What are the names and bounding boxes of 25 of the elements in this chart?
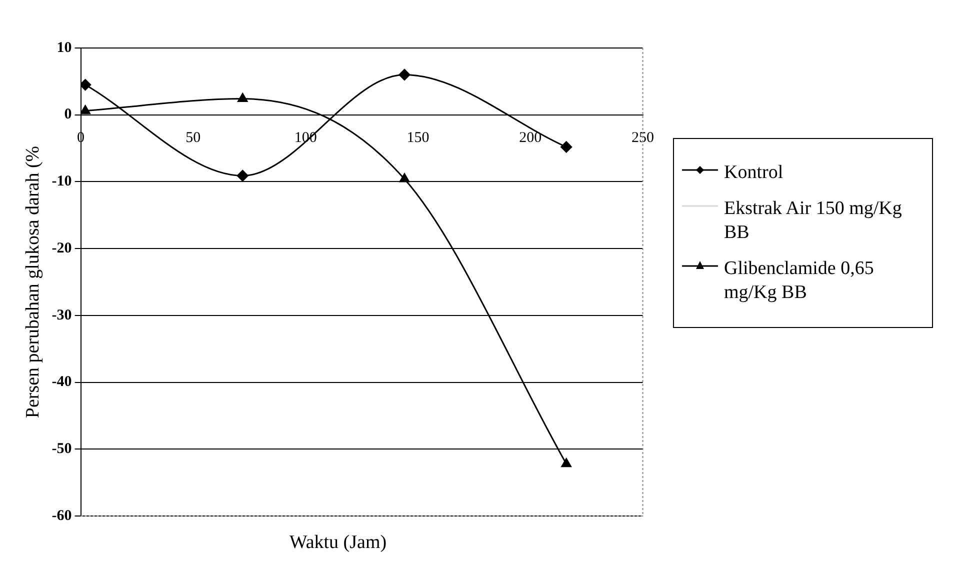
point xyxy=(80,79,92,91)
point xyxy=(561,458,572,468)
y-tick-label: 10 xyxy=(56,40,72,56)
point xyxy=(399,173,410,182)
legend-label: Kontrol xyxy=(724,161,784,185)
legend-label: Glibenclamide 0,65 mg/Kg BB xyxy=(724,257,875,305)
y-tick-label: -60 xyxy=(52,508,72,524)
x-tick-label: 50 xyxy=(186,130,201,146)
y-tick-label: -40 xyxy=(52,374,72,390)
point xyxy=(238,93,248,102)
x-axis-title: Waktu (Jam) xyxy=(288,532,388,554)
x-tick-label: 200 xyxy=(519,130,542,146)
point xyxy=(398,68,410,80)
point xyxy=(236,170,248,182)
y-tick-label: -20 xyxy=(52,240,72,256)
y-tick-label: -50 xyxy=(52,441,72,458)
y-tick-label: -10 xyxy=(52,174,72,190)
y-tick-label: 0 xyxy=(64,106,72,123)
y-tick-label: -30 xyxy=(52,307,72,324)
y-axis-title: Persen perubahan glukosa darah (% xyxy=(22,146,44,418)
point xyxy=(560,141,572,153)
x-tick-label: 250 xyxy=(632,130,654,146)
legend-label: Ekstrak Air 150 mg/Kg BB xyxy=(724,197,903,245)
x-tick-label: 150 xyxy=(406,130,430,146)
point xyxy=(80,105,90,114)
